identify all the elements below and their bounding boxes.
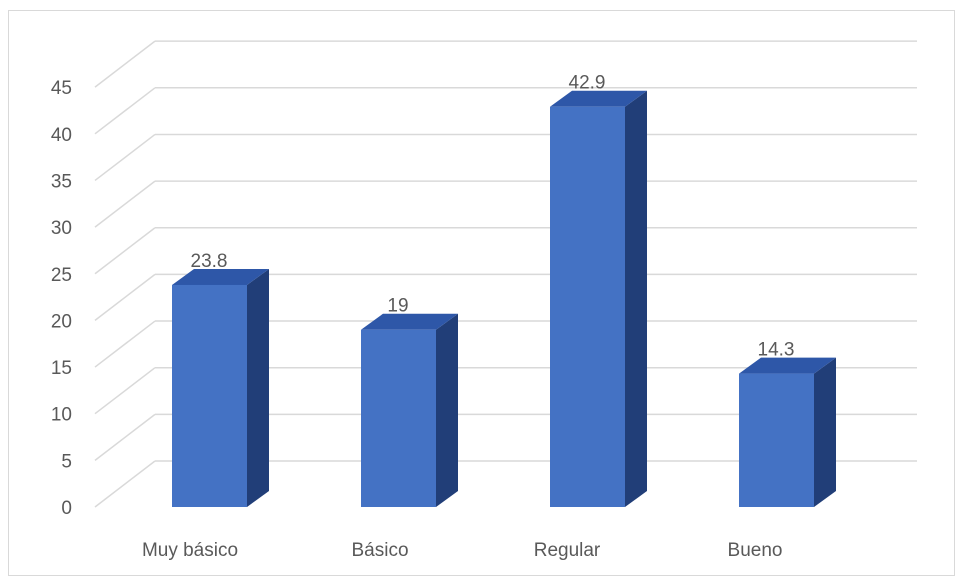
x-tick-label: Bueno xyxy=(728,540,783,561)
y-tick-label: 45 xyxy=(51,78,72,99)
data-label: 42.9 xyxy=(569,73,606,94)
bars xyxy=(172,90,836,508)
y-axis-ticks: 0 5 10 15 20 25 30 35 40 45 xyxy=(51,78,72,519)
bar-side xyxy=(247,268,269,507)
x-axis-ticks: Muy básico Básico Regular Bueno xyxy=(142,540,783,561)
gridline-depth xyxy=(94,460,156,508)
data-label: 19 xyxy=(387,296,408,317)
bar-front xyxy=(550,106,625,508)
data-label: 23.8 xyxy=(191,251,228,272)
bar-top xyxy=(172,268,269,285)
x-tick-label: Regular xyxy=(534,540,601,561)
y-tick-label: 15 xyxy=(51,358,72,379)
bar xyxy=(361,313,458,507)
gridline-depth xyxy=(94,133,156,182)
y-tick-label: 0 xyxy=(61,498,72,519)
gridline-depth xyxy=(94,180,156,228)
y-tick-label: 25 xyxy=(51,265,72,286)
bar-top xyxy=(361,313,458,330)
gridline-depth xyxy=(94,367,156,415)
gridline-depth xyxy=(94,87,156,135)
x-tick-label: Muy básico xyxy=(142,540,238,561)
bar-side xyxy=(814,357,836,507)
bar-side xyxy=(625,90,647,508)
bar-front xyxy=(739,373,814,507)
bar-top xyxy=(550,90,647,107)
gridline-depth xyxy=(94,40,156,88)
y-tick-label: 10 xyxy=(51,405,72,426)
bar xyxy=(550,90,647,508)
gridline-depth xyxy=(94,227,156,275)
data-labels: 23.8 19 42.9 14.3 xyxy=(191,73,795,361)
x-tick-label: Básico xyxy=(351,540,408,561)
bar-front xyxy=(361,329,436,507)
bar-side xyxy=(436,313,458,507)
data-label: 14.3 xyxy=(758,340,795,361)
gridline-depth xyxy=(94,320,156,368)
y-tick-label: 20 xyxy=(51,311,72,332)
bar xyxy=(739,357,836,507)
y-tick-label: 35 xyxy=(51,171,72,192)
bar-front xyxy=(172,284,247,507)
gridline-depth xyxy=(94,273,156,321)
bar xyxy=(172,268,269,507)
bar-top xyxy=(739,357,836,374)
gridline-depth xyxy=(94,413,156,461)
y-tick-label: 30 xyxy=(51,218,72,239)
y-tick-label: 5 xyxy=(61,451,72,472)
y-tick-label: 40 xyxy=(51,125,72,146)
